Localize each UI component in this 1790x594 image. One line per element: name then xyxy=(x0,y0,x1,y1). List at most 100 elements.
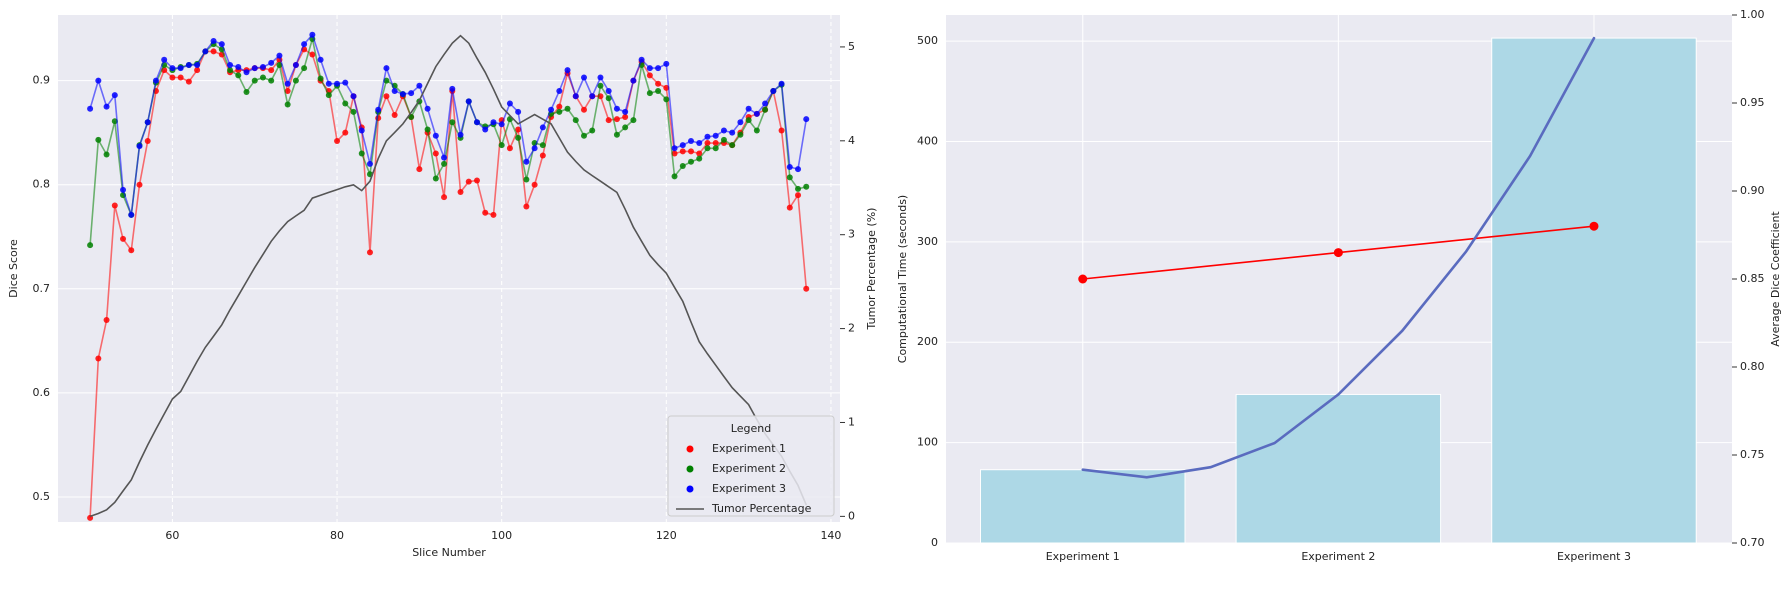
point xyxy=(366,249,373,256)
point xyxy=(416,82,423,89)
point xyxy=(795,166,802,173)
point xyxy=(111,202,118,209)
point xyxy=(786,204,793,211)
point xyxy=(259,74,266,81)
point xyxy=(482,209,489,216)
point xyxy=(605,95,612,102)
point xyxy=(383,65,390,72)
point xyxy=(572,93,579,100)
point xyxy=(144,137,151,144)
point xyxy=(309,51,316,58)
y-tick-label: 200 xyxy=(917,335,938,348)
point xyxy=(712,145,719,152)
y-tick-label: 0.9 xyxy=(33,74,51,87)
legend-box xyxy=(667,415,835,517)
point xyxy=(564,105,571,112)
point xyxy=(523,176,530,183)
point xyxy=(128,211,135,218)
point xyxy=(506,100,513,107)
point xyxy=(292,61,299,68)
point xyxy=(506,145,513,152)
point xyxy=(95,355,102,362)
y2-tick-label: 5 xyxy=(848,40,855,53)
point xyxy=(753,110,760,117)
point xyxy=(432,150,439,157)
y-tick-label: 500 xyxy=(917,34,938,47)
point xyxy=(688,148,695,155)
point xyxy=(309,31,316,38)
point xyxy=(202,48,209,55)
point xyxy=(745,105,752,112)
tumor-line xyxy=(89,34,808,518)
point xyxy=(358,127,365,134)
point xyxy=(424,105,431,112)
point xyxy=(169,74,176,81)
point xyxy=(679,142,686,149)
point xyxy=(671,145,678,152)
point xyxy=(136,181,143,188)
point xyxy=(589,93,596,100)
point xyxy=(655,65,662,72)
point xyxy=(235,72,242,79)
point xyxy=(803,183,810,190)
point xyxy=(152,77,159,84)
legend-label: Experiment 3 xyxy=(712,482,786,495)
point xyxy=(795,185,802,192)
point xyxy=(185,61,192,68)
y2-tick-label: 1.00 xyxy=(1740,8,1765,21)
point xyxy=(120,235,127,242)
point xyxy=(613,131,620,138)
point xyxy=(227,61,234,68)
x-tick-label: 60 xyxy=(165,529,179,542)
y-tick-label: 0 xyxy=(931,536,938,549)
y2-tick-label: 1 xyxy=(848,415,855,428)
legend-swatch xyxy=(686,465,694,473)
point xyxy=(646,90,653,97)
y2-tick-label: 4 xyxy=(848,134,855,147)
x-tick-label: Experiment 1 xyxy=(1046,550,1120,563)
point xyxy=(556,87,563,94)
legend-label: Tumor Percentage xyxy=(711,502,812,515)
legend-swatch xyxy=(686,445,694,453)
point xyxy=(597,74,604,81)
point xyxy=(416,166,423,173)
point xyxy=(243,69,250,76)
point xyxy=(638,56,645,63)
point xyxy=(251,65,258,72)
point xyxy=(704,140,711,147)
point xyxy=(622,114,629,121)
point xyxy=(622,108,629,115)
point xyxy=(786,174,793,181)
point xyxy=(737,131,744,138)
point xyxy=(688,137,695,144)
point xyxy=(597,82,604,89)
point xyxy=(366,160,373,167)
point xyxy=(87,105,94,112)
point xyxy=(399,91,406,98)
point xyxy=(342,79,349,86)
point xyxy=(441,154,448,161)
y2-tick-label: 0 xyxy=(848,509,855,522)
point xyxy=(457,131,464,138)
point xyxy=(778,80,785,87)
point xyxy=(292,77,299,84)
point xyxy=(696,155,703,162)
point xyxy=(259,64,266,71)
point xyxy=(655,87,662,94)
point xyxy=(622,124,629,131)
point xyxy=(564,67,571,74)
point xyxy=(498,142,505,149)
point xyxy=(128,247,135,254)
point xyxy=(490,211,497,218)
point xyxy=(210,38,217,45)
y-axis-label: Dice Score xyxy=(7,239,20,298)
x-tick-label: Experiment 3 xyxy=(1557,550,1631,563)
point xyxy=(613,116,620,123)
point xyxy=(531,181,538,188)
point xyxy=(301,65,308,72)
y2-tick-label: 0.80 xyxy=(1740,360,1765,373)
point xyxy=(95,77,102,84)
point xyxy=(111,92,118,99)
point xyxy=(498,121,505,128)
fit-curve xyxy=(1081,36,1596,479)
